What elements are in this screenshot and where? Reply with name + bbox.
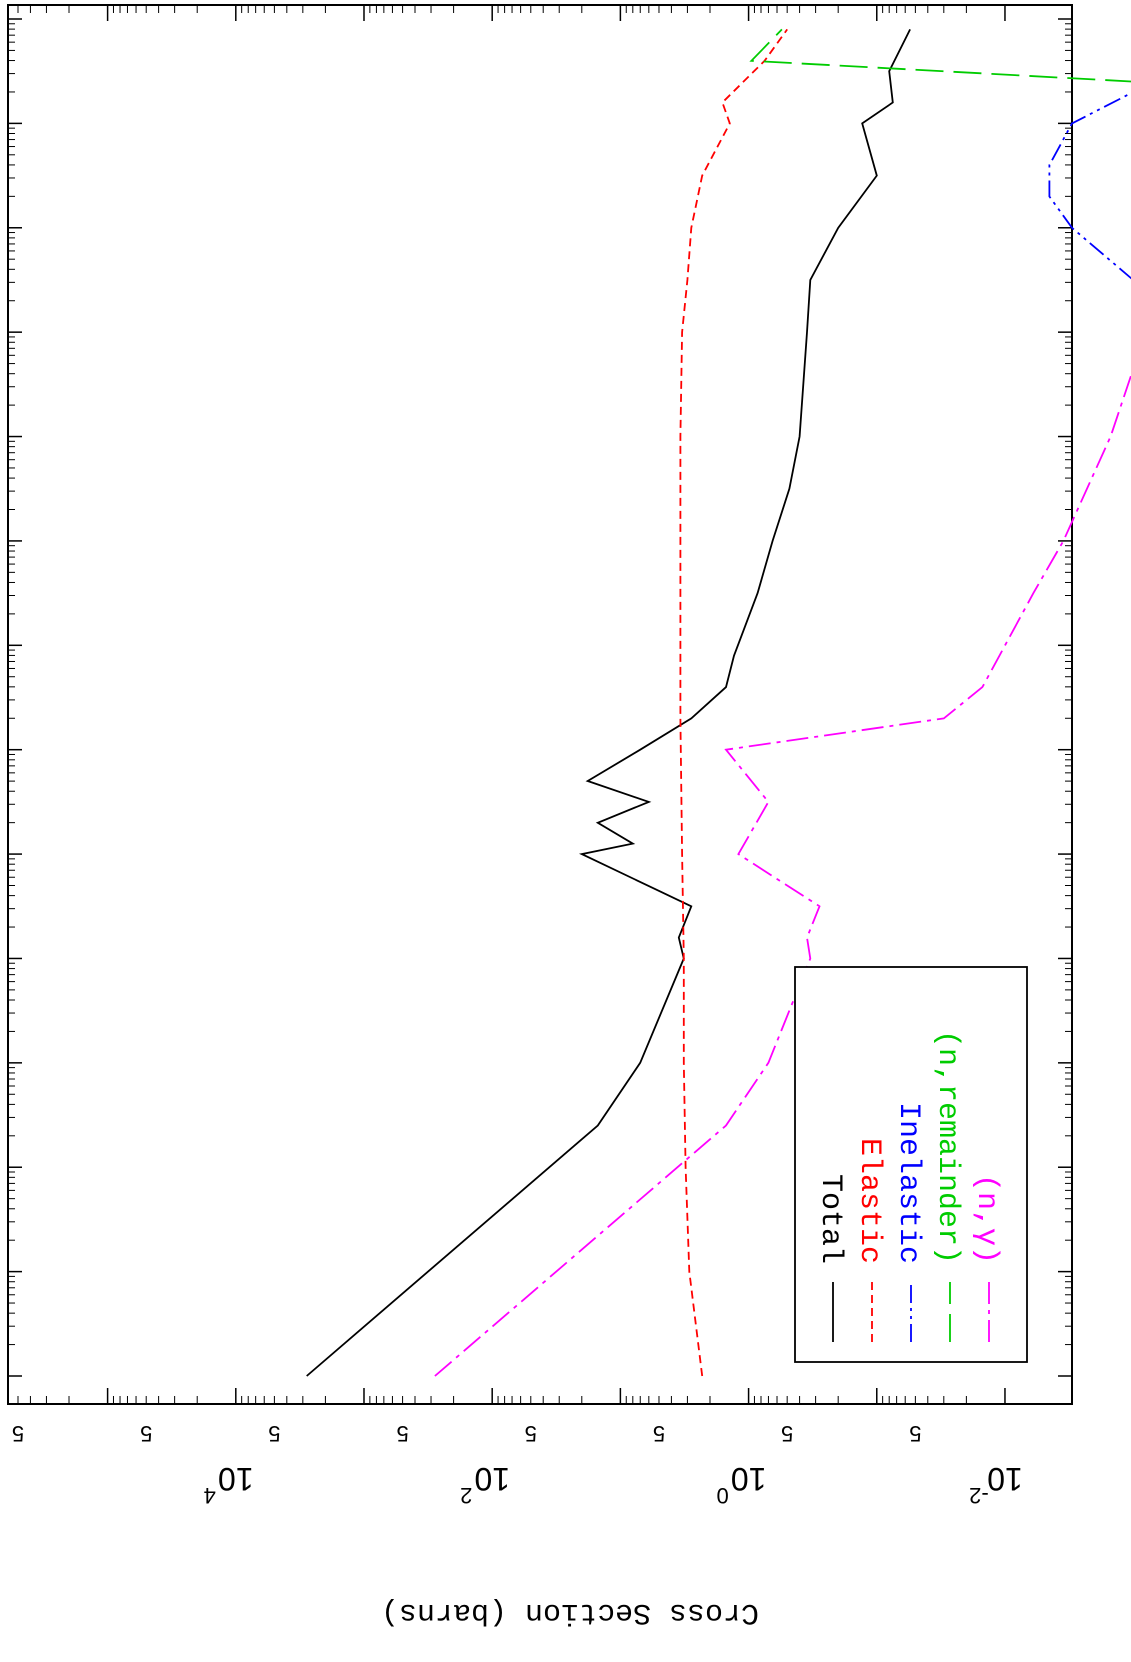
y-decade-label-base: 10 xyxy=(474,1461,510,1497)
y-axis-label: Cross Section (barns) xyxy=(380,1595,760,1629)
y-decade-label-base: 10 xyxy=(218,1461,254,1497)
legend-label: Inelastic xyxy=(891,1102,925,1264)
y-minor-tick-label: 5 xyxy=(12,1421,24,1446)
y-decade-label-base: 10 xyxy=(987,1461,1023,1497)
series-line-n xyxy=(434,372,1131,1377)
series-line-nremainder xyxy=(749,28,1131,83)
y-decade-label: 100 xyxy=(716,1461,766,1508)
y-minor-tick-label: 5 xyxy=(781,1421,793,1446)
y-minor-tick-label: 5 xyxy=(653,1421,665,1446)
series-line-inelastic xyxy=(1048,92,1131,280)
y-decade-label-exponent: -2 xyxy=(969,1483,989,1508)
y-minor-tick-label: 5 xyxy=(909,1421,921,1446)
legend-entry: Inelastic xyxy=(891,1102,925,1342)
y-decade-label-base: 10 xyxy=(731,1461,767,1497)
legend-label: (n,γ) xyxy=(969,1174,1003,1264)
y-minor-tick-label: 5 xyxy=(525,1421,537,1446)
legend-entry: (n,remainder) xyxy=(930,1030,964,1342)
y-decade-label: 104 xyxy=(204,1461,254,1508)
legend-entry: Elastic xyxy=(852,1138,886,1342)
legend-label: (n,remainder) xyxy=(930,1030,964,1264)
y-decade-label: 102 xyxy=(460,1461,510,1508)
series-line-elastic xyxy=(679,28,788,1377)
legend: Total Elastic Inelastic (n,remainder) (n,γ) xyxy=(794,966,1028,1363)
y-decade-label-exponent: 2 xyxy=(460,1483,472,1508)
legend-entry: Total xyxy=(813,1174,847,1342)
y-decade-label-exponent: 4 xyxy=(204,1483,216,1508)
y-decade-label-exponent: 0 xyxy=(716,1483,728,1508)
legend-label: Elastic xyxy=(852,1138,886,1264)
legend-label: Total xyxy=(813,1174,847,1264)
plot-frame xyxy=(7,4,1073,1405)
legend-entry: (n,γ) xyxy=(969,1174,1003,1342)
y-minor-tick-label: 5 xyxy=(396,1421,408,1446)
y-decade-label: 10-2 xyxy=(969,1461,1023,1508)
y-minor-tick-label: 5 xyxy=(268,1421,280,1446)
y-minor-tick-label: 5 xyxy=(140,1421,152,1446)
